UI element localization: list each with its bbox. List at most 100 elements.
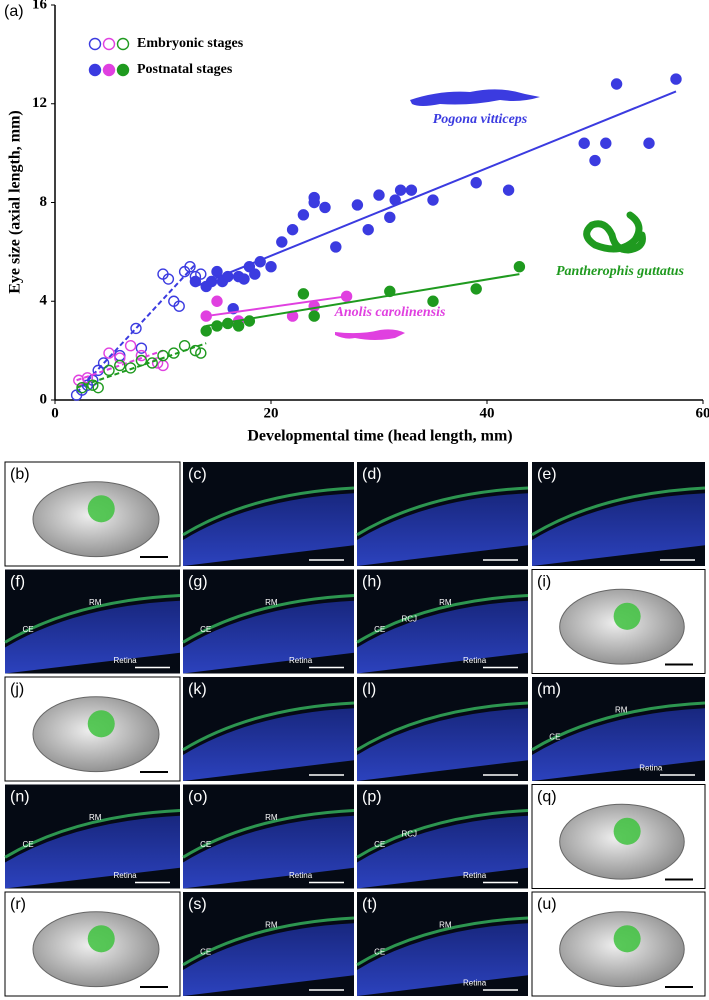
trend-line (76, 349, 164, 382)
x-tick-label: 0 (51, 405, 59, 421)
panel-label: (u) (537, 896, 557, 913)
tissue-signal (182, 594, 355, 644)
embryonic-point (151, 357, 164, 369)
retina-layer (183, 923, 354, 996)
embryonic-point (114, 352, 126, 364)
y-tick-label: 12 (32, 95, 47, 111)
postnatal-point (340, 290, 353, 303)
retina-layer (183, 815, 354, 889)
annotation: CE (23, 840, 34, 849)
trend-line (195, 90, 677, 288)
postnatal-point (319, 201, 331, 214)
tissue-signal (4, 809, 181, 859)
tissue-signal (356, 916, 529, 967)
panel-label: (o) (188, 789, 208, 806)
trend-line (206, 295, 347, 318)
annotation: CE (549, 732, 560, 741)
postnatal-point (394, 184, 407, 196)
annotation: RM (265, 813, 278, 822)
postnatal-point (249, 268, 261, 280)
retina-layer (5, 600, 180, 674)
embryonic-point (195, 347, 207, 359)
legend-marker (102, 63, 116, 77)
retina-layer (532, 708, 705, 781)
retina-layer (183, 600, 354, 674)
annotation: RM (89, 813, 102, 822)
postnatal-point (470, 283, 482, 295)
panel-label: (p) (362, 789, 382, 806)
retina-layer (183, 493, 354, 566)
panel: (q) (531, 784, 706, 889)
panel: (u) (531, 891, 706, 997)
embryonic-point (92, 381, 104, 394)
embryonic-point (103, 364, 115, 377)
annotation: Retina (463, 656, 487, 665)
panel: (b) (4, 461, 181, 567)
retina-layer (357, 600, 528, 674)
panel: RM CE Retina (n) (4, 784, 181, 889)
y-tick-label: 4 (40, 293, 48, 309)
y-tick-label: 16 (32, 0, 48, 12)
postnatal-point (330, 241, 342, 253)
postnatal-point (211, 265, 223, 278)
postnatal-point (600, 137, 612, 149)
panel-label: (c) (188, 466, 207, 483)
embryonic-point (184, 260, 196, 273)
postnatal-point (265, 260, 277, 273)
retina-layer (357, 815, 528, 889)
embryonic-point (162, 273, 175, 285)
panel-label: (h) (362, 574, 382, 591)
panel-label: (a) (4, 3, 24, 20)
tissue-signal (4, 594, 181, 644)
tissue-signal (356, 486, 529, 537)
annotation: RM (439, 598, 452, 607)
postnatal-point (200, 310, 212, 322)
panel-label: (e) (537, 466, 557, 483)
embryonic-point (146, 357, 158, 369)
annotation: RM (89, 598, 102, 607)
embryonic-point (97, 357, 110, 369)
postnatal-point (470, 177, 482, 189)
postnatal-point (362, 223, 374, 236)
panel-label: (j) (10, 681, 24, 698)
panel: CE RCJ RM Retina (h) (356, 569, 529, 674)
tissue-signal (356, 701, 529, 752)
embryonic-point (76, 381, 88, 394)
tissue-signal (182, 701, 355, 752)
postnatal-point (222, 317, 234, 330)
panel: (l) (356, 677, 529, 781)
annotation: Retina (639, 764, 663, 773)
silhouette (583, 211, 646, 254)
legend-marker (88, 37, 102, 51)
annotation: CE (23, 625, 34, 634)
postnatal-point (211, 295, 223, 307)
species-label: Pogona vitticeps (433, 112, 528, 127)
embryonic-point (124, 362, 137, 374)
panel-label: (g) (188, 574, 208, 591)
postnatal-point (578, 137, 590, 149)
embryonic-point (124, 339, 137, 352)
postnatal-point (308, 196, 320, 209)
postnatal-point (276, 236, 288, 248)
postnatal-point (643, 137, 655, 149)
panel-label: (k) (188, 681, 207, 698)
panel: RM CE Retina (t) (356, 892, 529, 996)
embryonic-point (103, 347, 115, 359)
embryonic-point (168, 347, 180, 359)
x-tick-label: 40 (480, 405, 495, 421)
legend-marker (88, 63, 102, 77)
eye (613, 817, 641, 845)
postnatal-point (297, 209, 310, 221)
panel: (i) (531, 569, 706, 674)
annotation: RM (439, 920, 452, 929)
y-tick-label: 8 (40, 194, 48, 210)
embryonic-point (135, 342, 148, 354)
postnatal-point (384, 285, 396, 298)
panel: (r) (4, 891, 181, 997)
annotation: Retina (463, 979, 487, 988)
panel-label: (f) (10, 574, 25, 591)
annotation: CE (200, 840, 211, 849)
eye (87, 710, 115, 738)
species-label: Anolis carolinensis (334, 305, 446, 320)
panel-label: (d) (362, 466, 382, 483)
